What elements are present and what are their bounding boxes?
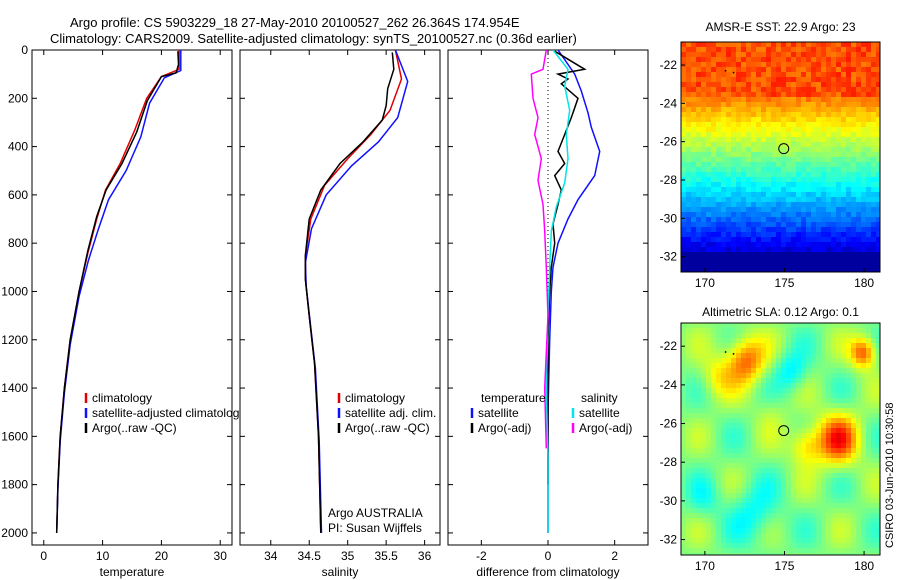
series-line-0 <box>547 50 601 533</box>
y-tick-label: 1400 <box>1 381 28 395</box>
map-y-tick-label: -32 <box>660 533 678 547</box>
previous-position-dot <box>724 69 727 72</box>
map-x-tick-label: 180 <box>854 276 874 290</box>
previous-position-dot <box>732 353 735 355</box>
y-tick-label: 1200 <box>1 333 28 347</box>
y-tick-label: 800 <box>8 236 28 250</box>
y-tick-label: 1600 <box>1 429 28 443</box>
series-line-2 <box>545 50 571 533</box>
x-tick-label: 34.5 <box>298 549 322 563</box>
map-heatmap-cells <box>681 323 881 556</box>
y-tick-label: 1000 <box>1 284 28 298</box>
y-tick-label: 600 <box>8 188 28 202</box>
map-y-tick-label: -26 <box>660 135 678 149</box>
map-y-tick-label: -28 <box>660 173 678 187</box>
series-line-0 <box>55 50 180 533</box>
map-frame <box>680 322 881 556</box>
x-axis-label: temperature <box>100 565 165 579</box>
x-tick-label: 2 <box>611 549 618 563</box>
map-y-tick-label: -30 <box>660 211 678 225</box>
x-axis-label: difference from climatology <box>476 565 619 579</box>
map-x-tick-label: 175 <box>774 559 794 573</box>
annotation-line1: Argo AUSTRALIA <box>328 506 423 520</box>
difference-panel: -2 0 2 difference from climatology temperatu… <box>447 49 649 579</box>
map-heatmap-cells <box>681 42 881 273</box>
temperature-panel: 0 10 20 30 0 200 400 600 800 1000 1200 1400 1600 1800… <box>1 43 239 579</box>
map-y-tick-label: -32 <box>660 250 678 264</box>
map-x-tick-label: 170 <box>695 276 715 290</box>
x-tick-label: 35.5 <box>374 549 398 563</box>
series-line-1 <box>304 50 409 533</box>
map-y-tick-label: -24 <box>660 378 678 392</box>
x-tick-label: 0 <box>40 549 47 563</box>
argo-location-marker <box>778 143 790 155</box>
map-x-tick-label: 180 <box>854 559 874 573</box>
sla-map-panel: Altimetric SLA: 0.12 Argo: 0.1 170 175 180 -… <box>660 305 881 573</box>
plot-frame <box>239 49 441 546</box>
y-tick-label: 200 <box>8 91 28 105</box>
x-tick-label: 20 <box>155 549 169 563</box>
series-line-1 <box>55 50 182 533</box>
y-tick-label: 1800 <box>1 478 28 492</box>
legend-temp-satellite-label: satellite <box>478 406 519 420</box>
map-title: AMSR-E SST: 22.9 Argo: 23 <box>705 20 855 34</box>
series-line-1 <box>547 50 587 485</box>
figure-title-line1: Argo profile: CS 5903229_18 27-May-2010 … <box>70 15 520 30</box>
argo-location-marker <box>778 425 790 437</box>
series-line-2 <box>304 52 395 533</box>
x-tick-label: 35 <box>341 549 355 563</box>
x-axis-label: salinity <box>322 565 359 579</box>
legend-temperature-heading: temperature <box>481 391 546 405</box>
legend-argo-label: Argo(..raw -QC) <box>92 421 177 435</box>
legend-satellite-label: satellite adj. clim. <box>345 406 436 420</box>
map-x-tick-label: 170 <box>695 559 715 573</box>
legend-climatology-label: climatology <box>345 391 405 405</box>
map-y-tick-label: -30 <box>660 494 678 508</box>
legend-salinity-heading: salinity <box>581 391 618 405</box>
map-y-tick-label: -24 <box>660 96 678 110</box>
map-x-tick-label: 175 <box>774 276 794 290</box>
map-title: Altimetric SLA: 0.12 Argo: 0.1 <box>702 305 859 319</box>
previous-position-dot <box>732 71 735 74</box>
x-tick-label: 34 <box>264 549 278 563</box>
x-tick-label: -2 <box>476 549 487 563</box>
map-y-tick-label: -22 <box>660 58 678 72</box>
x-tick-label: 30 <box>214 549 228 563</box>
x-tick-label: 0 <box>545 549 552 563</box>
y-tick-label: 2000 <box>1 526 28 540</box>
annotation-line2: PI: Susan Wijffels <box>328 521 422 535</box>
map-y-tick-label: -22 <box>660 339 678 353</box>
sst-map-panel: AMSR-E SST: 22.9 Argo: 23 170 175 180 -22 -24… <box>660 20 881 290</box>
map-y-tick-label: -26 <box>660 417 678 431</box>
legend-sal-satellite-label: satellite <box>579 406 620 420</box>
legend-temp-argo-label: Argo(-adj) <box>478 421 531 435</box>
y-tick-label: 400 <box>8 140 28 154</box>
legend-sal-argo-label: Argo(-adj) <box>579 421 632 435</box>
figure-title-line2: Climatology: CARS2009. Satellite-adjuste… <box>50 31 577 46</box>
y-tick-label: 0 <box>21 43 28 57</box>
map-y-tick-label: -28 <box>660 455 678 469</box>
legend-argo-label: Argo(..raw -QC) <box>345 421 430 435</box>
credit-label: CSIRO 03-Jun-2010 10:30:58 <box>884 402 896 548</box>
legend-satellite-label: satellite-adjusted climatolog <box>92 406 239 420</box>
salinity-panel: 34 34.5 35 35.5 36 salinity climatologysatelli… <box>239 49 441 579</box>
legend-climatology-label: climatology <box>92 391 152 405</box>
x-tick-label: 36 <box>418 549 432 563</box>
map-frame <box>680 41 881 273</box>
previous-position-dot <box>724 351 727 353</box>
x-tick-label: 10 <box>96 549 110 563</box>
series-line-3 <box>530 50 549 449</box>
plot-frame <box>31 49 233 546</box>
series-line-2 <box>55 51 180 533</box>
